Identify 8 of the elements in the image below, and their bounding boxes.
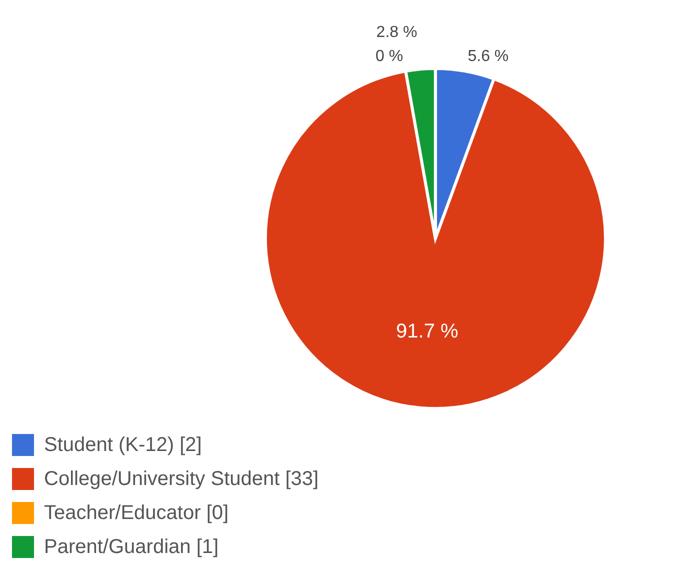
legend-label: College/University Student [33] xyxy=(44,468,319,490)
text: 0 % xyxy=(375,48,404,65)
data-label: 2.8 % xyxy=(376,24,418,41)
data-label: 5.6 % xyxy=(468,48,509,65)
data-label: 91.7 % xyxy=(396,320,459,343)
legend-label: Parent/Guardian [1] xyxy=(44,536,219,558)
legend-label: Teacher/Educator [0] xyxy=(44,502,229,524)
legend-label: Student (K-12) [2] xyxy=(44,434,202,456)
